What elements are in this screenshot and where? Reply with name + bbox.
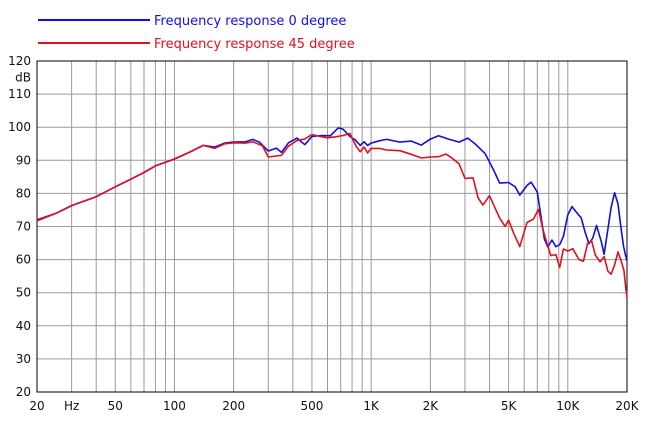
x-tick-label: Hz <box>64 399 79 413</box>
y-tick-label: 80 <box>16 186 31 200</box>
x-tick-label: 50 <box>108 399 123 413</box>
x-tick-label: 200 <box>222 399 245 413</box>
y-tick-label: 20 <box>16 385 31 399</box>
x-tick-label: 20 <box>29 399 44 413</box>
series-line-45-degree <box>36 132 628 298</box>
x-tick-label: 2K <box>423 399 440 413</box>
x-tick-label: 1K <box>363 399 380 413</box>
x-tick-label: 20K <box>615 399 639 413</box>
y-tick-label: 30 <box>16 352 31 366</box>
x-tick-label: 5K <box>501 399 518 413</box>
y-axis-label: dB <box>15 71 31 85</box>
x-tick-label: 500 <box>300 399 323 413</box>
y-tick-label: 100 <box>8 120 31 134</box>
grid-lines <box>37 61 627 392</box>
legend-label-0-degree: Frequency response 0 degree <box>154 14 346 29</box>
x-tick-labels: 20 Hz 50 100 200 500 1K 2K 5K 10K 20K <box>29 399 639 413</box>
y-tick-labels: 20 30 40 50 60 70 80 90 100 110 120 <box>8 54 31 399</box>
plot-frame <box>36 60 628 393</box>
y-tick-label: 50 <box>16 286 31 300</box>
y-tick-label: 110 <box>8 87 31 101</box>
y-tick-label: 120 <box>8 54 31 68</box>
legend-label-45-degree: Frequency response 45 degree <box>154 37 355 52</box>
legend: Frequency response 0 degree Frequency re… <box>38 14 355 52</box>
y-tick-label: 60 <box>16 253 31 267</box>
x-tick-label: 10K <box>556 399 580 413</box>
y-tick-label: 70 <box>16 220 31 234</box>
y-tick-label: 40 <box>16 319 31 333</box>
x-tick-label: 100 <box>163 399 186 413</box>
series-layer <box>36 127 628 298</box>
y-tick-label: 90 <box>16 153 31 167</box>
